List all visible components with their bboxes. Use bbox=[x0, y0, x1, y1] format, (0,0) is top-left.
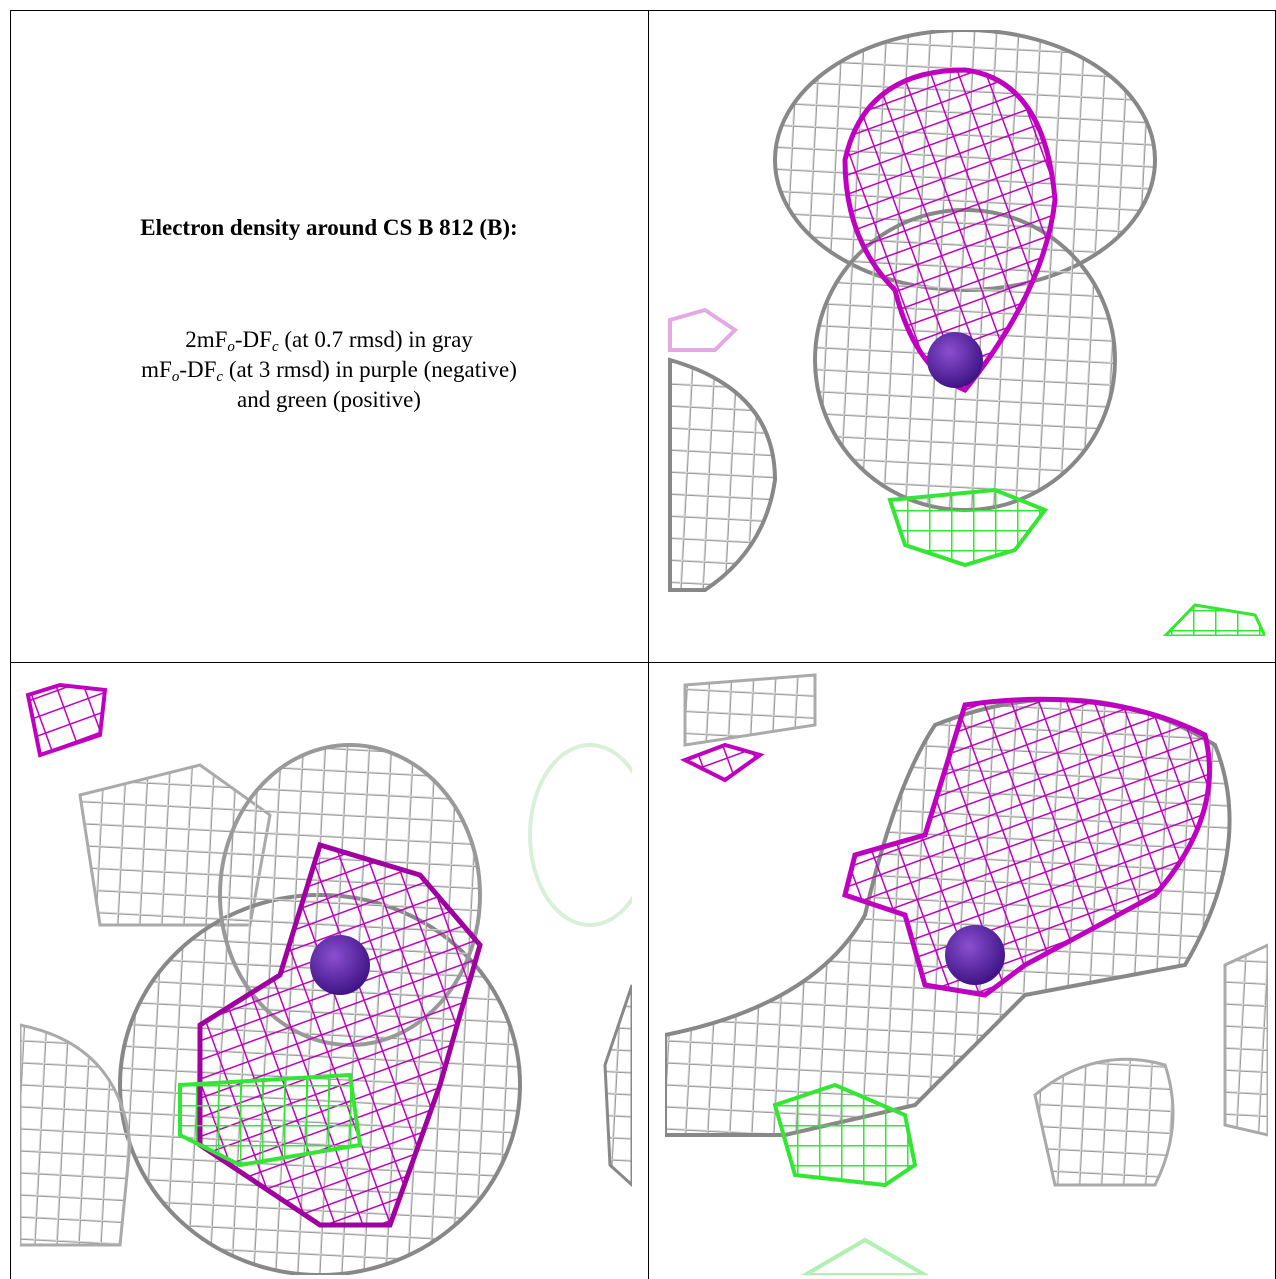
mesh bbox=[178, 1072, 363, 1168]
mesh bbox=[603, 984, 632, 1188]
caption-title: Electron density around CS B 812 (B): bbox=[140, 215, 518, 240]
mesh bbox=[842, 67, 1058, 394]
text: and green (positive) bbox=[237, 387, 421, 412]
mesh bbox=[1162, 603, 1265, 636]
density-view bbox=[665, 673, 1268, 1275]
atom bbox=[945, 925, 1005, 985]
text: -DF bbox=[234, 327, 272, 352]
mesh bbox=[887, 487, 1049, 568]
atom bbox=[310, 935, 370, 995]
text: (at 0.7 rmsd) in gray bbox=[278, 327, 473, 352]
mesh bbox=[801, 1237, 929, 1275]
caption-line: and green (positive) bbox=[10, 385, 648, 415]
mesh bbox=[772, 1082, 918, 1188]
subscript: o bbox=[227, 339, 235, 355]
mesh bbox=[1223, 943, 1268, 1137]
mesh bbox=[20, 1023, 132, 1247]
text: -DF bbox=[179, 357, 217, 382]
subscript: o bbox=[171, 369, 180, 385]
mesh bbox=[528, 743, 632, 927]
density-view bbox=[20, 682, 632, 1275]
mesh bbox=[668, 307, 739, 352]
mesh bbox=[842, 696, 1212, 998]
table-border bbox=[10, 662, 1275, 663]
text: mF bbox=[141, 357, 172, 382]
text: 2mF bbox=[185, 327, 228, 352]
subscript: c bbox=[271, 339, 279, 355]
mesh bbox=[25, 682, 108, 758]
subscript: c bbox=[216, 369, 224, 385]
mesh bbox=[1033, 1057, 1175, 1187]
text: (at 3 rmsd) in purple (negative) bbox=[223, 357, 517, 382]
density-view bbox=[668, 30, 1265, 636]
mesh bbox=[668, 357, 778, 592]
mesh bbox=[680, 742, 765, 783]
mesh bbox=[683, 673, 817, 747]
table-border bbox=[10, 10, 11, 1279]
caption-line: 2mFo-DFc (at 0.7 rmsd) in gray bbox=[10, 325, 648, 355]
caption-line: mFo-DFc (at 3 rmsd) in purple (negative) bbox=[10, 355, 648, 385]
caption-cell: Electron density around CS B 812 (B): 2m… bbox=[10, 0, 648, 662]
table-border bbox=[648, 10, 649, 1279]
caption-lines: 2mFo-DFc (at 0.7 rmsd) in gray mFo-DFc (… bbox=[10, 325, 648, 415]
atom bbox=[927, 332, 983, 388]
table-border bbox=[10, 10, 1275, 11]
